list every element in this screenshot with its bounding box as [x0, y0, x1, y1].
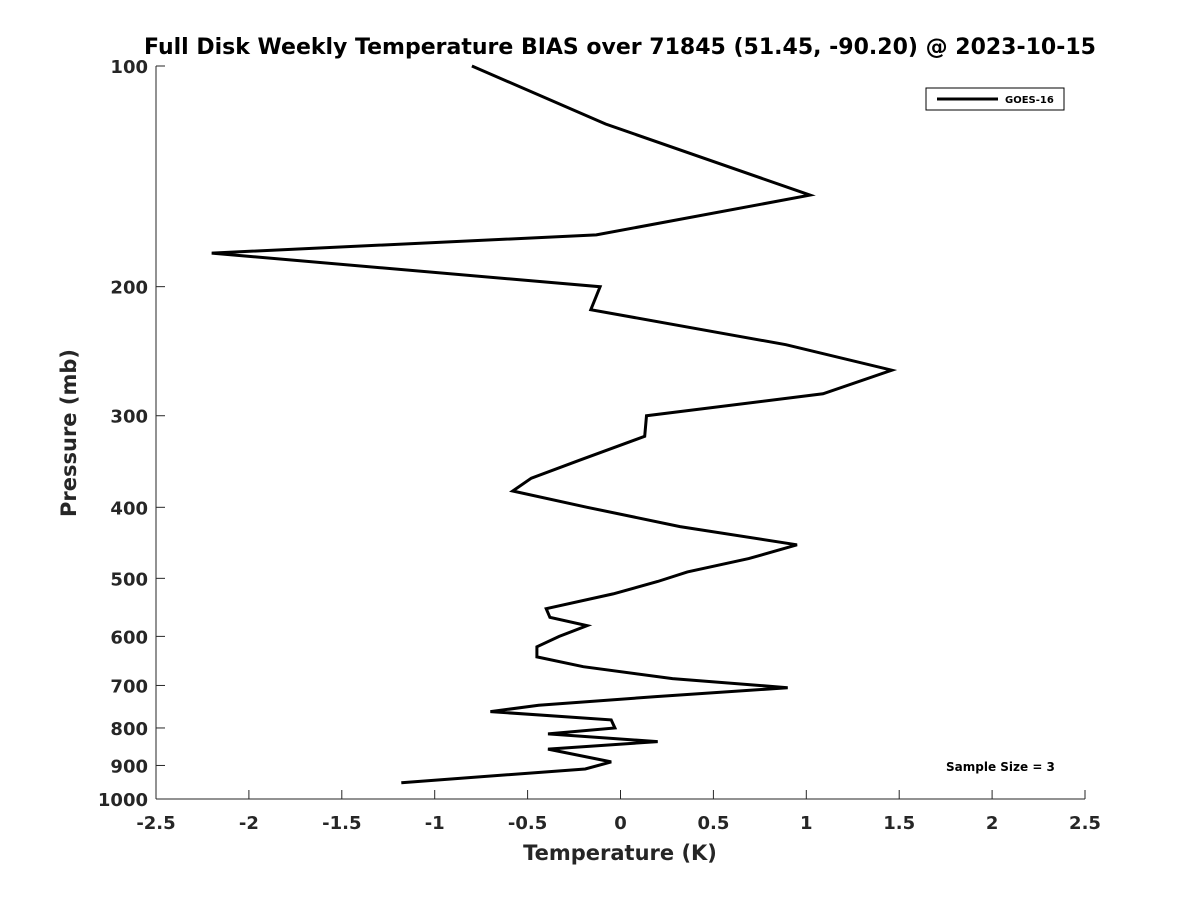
series-line-goes-16	[211, 64, 898, 785]
y-axis-label: Pressure (mb)	[57, 349, 81, 517]
x-tick-label: 1	[800, 813, 813, 834]
y-tick-label: 700	[110, 676, 148, 697]
x-tick-label: 2.5	[1069, 813, 1101, 834]
y-tick-label: 100	[110, 57, 148, 78]
legend-label-goes-16: GOES-16	[1005, 95, 1054, 106]
y-ticks: 100 200 300 400 500 600 700 800 900 1000	[98, 57, 165, 811]
x-axis-label: Temperature (K)	[523, 841, 717, 865]
x-ticks: -2.5 -2 -1.5 -1 -0.5 0 0.5 1 1.5 2 2.5	[136, 790, 1101, 834]
x-tick-label: 0.5	[697, 813, 729, 834]
y-tick-label: 1000	[98, 790, 148, 811]
y-tick-label: 500	[110, 569, 148, 590]
chart-title: Full Disk Weekly Temperature BIAS over 7…	[144, 35, 1096, 60]
y-tick-label: 200	[110, 278, 148, 299]
x-tick-label: -2.5	[136, 813, 175, 834]
x-tick-label: 1.5	[883, 813, 915, 834]
x-tick-label: -2	[239, 813, 259, 834]
x-tick-label: -1.5	[322, 813, 361, 834]
x-tick-label: 0	[614, 813, 627, 834]
axes	[155, 66, 1085, 800]
x-tick-label: -0.5	[508, 813, 547, 834]
y-tick-label: 800	[110, 719, 148, 740]
legend: GOES-16	[925, 87, 1065, 111]
x-tick-label: 2	[986, 813, 999, 834]
y-tick-label: 600	[110, 627, 148, 648]
y-tick-label: 900	[110, 756, 148, 777]
y-tick-label: 400	[110, 498, 148, 519]
sample-size-annotation: Sample Size = 3	[946, 760, 1055, 774]
y-tick-label: 300	[110, 407, 148, 428]
x-tick-label: -1	[425, 813, 445, 834]
